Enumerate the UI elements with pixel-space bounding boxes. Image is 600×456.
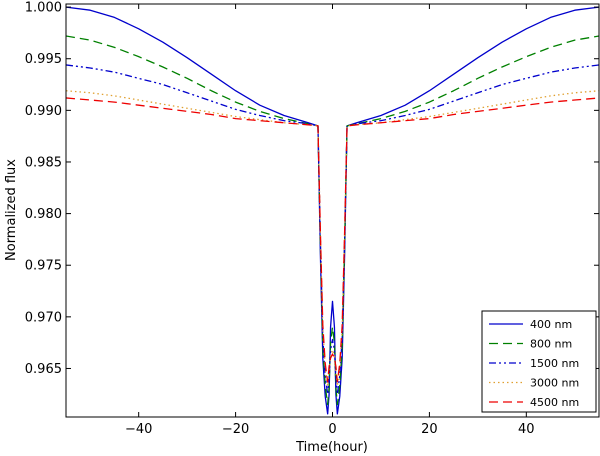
y-tick-label: 0.985 <box>25 155 62 170</box>
series-line-800-nm <box>66 35 599 406</box>
legend-label: 3000 nm <box>530 377 579 390</box>
legend-box <box>481 310 597 413</box>
y-tick-label: 0.995 <box>25 52 62 67</box>
y-tick-label: 0.990 <box>25 104 62 119</box>
series-line-400-nm <box>66 6 599 415</box>
x-tick-label: 40 <box>518 422 535 437</box>
y-axis-label: Normalized flux <box>4 159 19 261</box>
axes-layer: −40 −20 0 20 40 0.965 0.970 0.975 0.980 0.985 0.99… <box>25 1 599 437</box>
series-line-1500-nm <box>66 64 599 395</box>
x-tick-label: 0 <box>328 422 336 437</box>
y-tick-label: 0.965 <box>25 362 62 377</box>
series-line-4500-nm <box>66 97 599 383</box>
series-layer <box>66 6 599 415</box>
x-axis-label: Time(hour) <box>295 440 368 455</box>
x-tick-label: −20 <box>222 422 249 437</box>
x-tick-label: −40 <box>125 422 152 437</box>
legend: 400 nm 800 nm 1500 nm 3000 nm 4500 nm <box>481 310 597 413</box>
legend-label: 400 nm <box>530 318 572 331</box>
x-tick-label: 20 <box>421 422 438 437</box>
legend-label: 1500 nm <box>530 357 579 370</box>
y-tick-label: 0.975 <box>25 259 62 274</box>
legend-label: 800 nm <box>530 338 572 351</box>
y-tick-label: 0.970 <box>25 310 62 325</box>
legend-label: 4500 nm <box>530 396 579 409</box>
y-tick-label: 0.980 <box>25 207 62 222</box>
y-tick-label: 1.000 <box>25 1 62 16</box>
